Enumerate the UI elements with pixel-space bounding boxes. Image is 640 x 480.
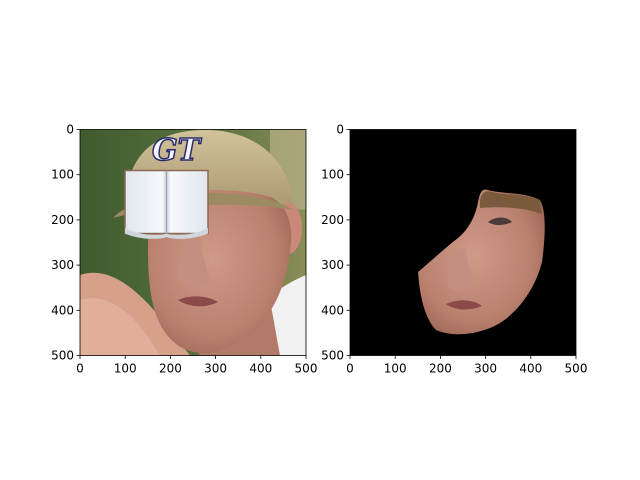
left-image-axes: GT 0 100 200 300 400 500 0 100 200 300 400 500 <box>51 123 317 376</box>
x-tick-label: 100 <box>384 362 407 376</box>
right-mask-image <box>350 129 576 356</box>
x-tick-label: 0 <box>346 362 354 376</box>
right-x-axis: 0 100 200 300 400 500 <box>346 355 588 376</box>
cap-logo-text: GT <box>152 133 203 168</box>
y-tick-label: 0 <box>336 123 344 137</box>
x-tick-label: 300 <box>204 362 227 376</box>
y-tick-label: 100 <box>321 168 344 182</box>
left-axes-frame <box>79 129 307 356</box>
y-tick-label: 100 <box>51 168 74 182</box>
x-tick-label: 200 <box>429 362 452 376</box>
right-mask-axes: 0 100 200 300 400 500 0 100 200 300 400 500 <box>321 123 587 376</box>
y-tick-label: 500 <box>51 349 74 363</box>
x-tick-label: 200 <box>159 362 182 376</box>
x-tick-label: 400 <box>519 362 542 376</box>
right-y-axis: 0 100 200 300 400 500 <box>321 123 350 363</box>
segmented-face <box>418 189 545 335</box>
left-y-axis: 0 100 200 300 400 500 <box>51 123 80 363</box>
y-tick-label: 200 <box>51 213 74 227</box>
y-tick-label: 300 <box>321 258 344 272</box>
x-tick-label: 400 <box>249 362 272 376</box>
right-axes-frame <box>349 129 577 356</box>
y-tick-label: 0 <box>66 123 74 137</box>
x-tick-label: 500 <box>295 362 318 376</box>
left-image: GT <box>80 129 306 356</box>
left-x-axis: 0 100 200 300 400 500 <box>76 355 318 376</box>
y-tick-label: 500 <box>321 349 344 363</box>
y-tick-label: 200 <box>321 213 344 227</box>
x-tick-label: 0 <box>76 362 84 376</box>
x-tick-label: 500 <box>565 362 588 376</box>
x-tick-label: 100 <box>114 362 137 376</box>
open-book-occluder <box>124 169 209 239</box>
y-tick-label: 300 <box>51 258 74 272</box>
y-tick-label: 400 <box>51 303 74 317</box>
x-tick-label: 300 <box>474 362 497 376</box>
y-tick-label: 400 <box>321 303 344 317</box>
